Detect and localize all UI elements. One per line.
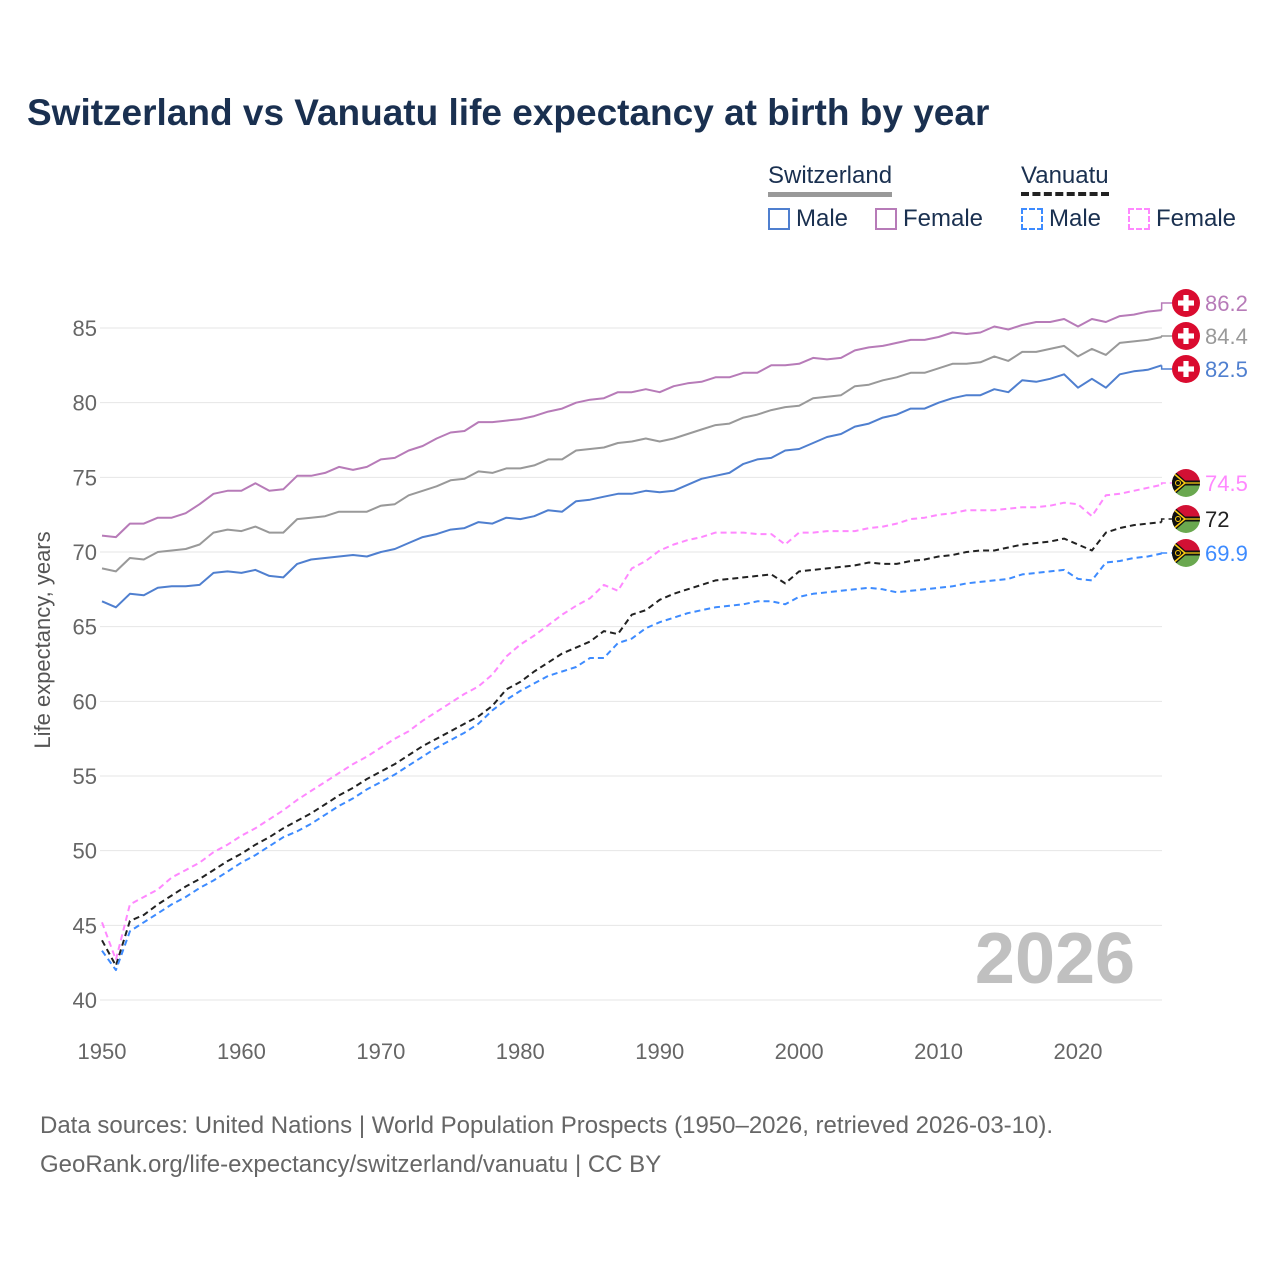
legend-label: Female <box>903 205 984 232</box>
chart-title: Switzerland vs Vanuatu life expectancy a… <box>27 92 990 133</box>
y-tick-label: 85 <box>73 316 97 341</box>
legend-vanuatu-male: Male <box>1021 205 1101 233</box>
y-tick-label: 60 <box>73 689 97 714</box>
legend-swatch-icon <box>1021 208 1043 230</box>
series-line-switzerland-male <box>101 364 1163 609</box>
y-tick-label: 40 <box>73 988 97 1013</box>
legend-label: Male <box>1049 205 1102 232</box>
legend-vanuatu: Vanuatu <box>1021 162 1109 196</box>
series-line-vanuatu <box>101 521 1162 967</box>
source-link[interactable]: GeoRank.org/life-expectancy/switzerland/… <box>40 1151 662 1178</box>
x-tick-label: 2020 <box>1054 1039 1103 1064</box>
end-value-label: 72 <box>1205 507 1229 532</box>
end-value-label: 82.5 <box>1205 357 1248 382</box>
y-tick-label: 50 <box>73 839 97 864</box>
flag-body <box>1172 539 1200 567</box>
flag-emblem <box>1175 516 1181 522</box>
flag-emblem <box>1175 480 1181 486</box>
x-tick-label: 1970 <box>356 1039 405 1064</box>
data-source: Data sources: United Nations | World Pop… <box>40 1112 1054 1139</box>
legend-vanuatu-female: Female <box>1128 205 1236 233</box>
series-line-vanuatu-male <box>101 552 1162 972</box>
flag-cross <box>1178 300 1194 306</box>
flag-cross <box>1178 366 1194 372</box>
connector <box>1160 365 1172 370</box>
end-value-label: 74.5 <box>1205 471 1248 496</box>
x-tick-label: 2010 <box>914 1039 963 1064</box>
switzerland-flag-icon <box>1172 322 1200 350</box>
flag-body <box>1172 469 1200 497</box>
y-tick-label: 45 <box>73 913 97 938</box>
vanuatu-flag-icon <box>1172 539 1200 567</box>
flag-body <box>1172 505 1200 533</box>
series-line-switzerland-female <box>101 309 1162 539</box>
legend-switzerland-female: Female <box>875 205 983 233</box>
footer: Data sources: United Nations | World Pop… <box>40 1106 1053 1184</box>
y-tick-label: 75 <box>73 465 97 490</box>
series-line-vanuatu-female <box>101 483 1162 961</box>
x-tick-label: 1980 <box>496 1039 545 1064</box>
end-value-label: 86.2 <box>1205 291 1248 316</box>
y-tick-label: 65 <box>73 615 97 640</box>
end-value-label: 84.4 <box>1205 324 1248 349</box>
legend-label: Female <box>1156 205 1237 232</box>
x-tick-label: 1950 <box>78 1039 127 1064</box>
vanuatu-flag-icon <box>1172 469 1200 497</box>
year-watermark: 2026 <box>975 919 1135 999</box>
connector <box>1160 335 1172 337</box>
legend-label: Male <box>796 205 849 232</box>
x-tick-label: 2000 <box>775 1039 824 1064</box>
connector <box>1160 482 1172 485</box>
y-tick-label: 70 <box>73 540 97 565</box>
connector <box>1160 302 1172 311</box>
series-line-switzerland <box>101 336 1162 573</box>
flag-emblem <box>1175 550 1181 556</box>
x-tick-label: 1990 <box>635 1039 684 1064</box>
vanuatu-flag-icon <box>1172 505 1200 533</box>
y-tick-label: 80 <box>73 391 97 416</box>
flag-cross <box>1178 333 1194 339</box>
x-tick-label: 1960 <box>217 1039 266 1064</box>
switzerland-flag-icon <box>1172 355 1200 383</box>
legend-switzerland: Switzerland <box>768 162 893 197</box>
connector <box>1160 518 1172 523</box>
legend-swatch-icon <box>875 208 897 230</box>
y-axis-label: Life expectancy, years <box>30 531 55 748</box>
legend-switzerland-male: Male <box>768 205 848 233</box>
y-tick-label: 55 <box>73 764 97 789</box>
switzerland-flag-icon <box>1172 289 1200 317</box>
legend-swatch-icon <box>768 208 790 230</box>
legend-swatch-icon <box>1128 208 1150 230</box>
end-value-label: 69.9 <box>1205 541 1248 566</box>
